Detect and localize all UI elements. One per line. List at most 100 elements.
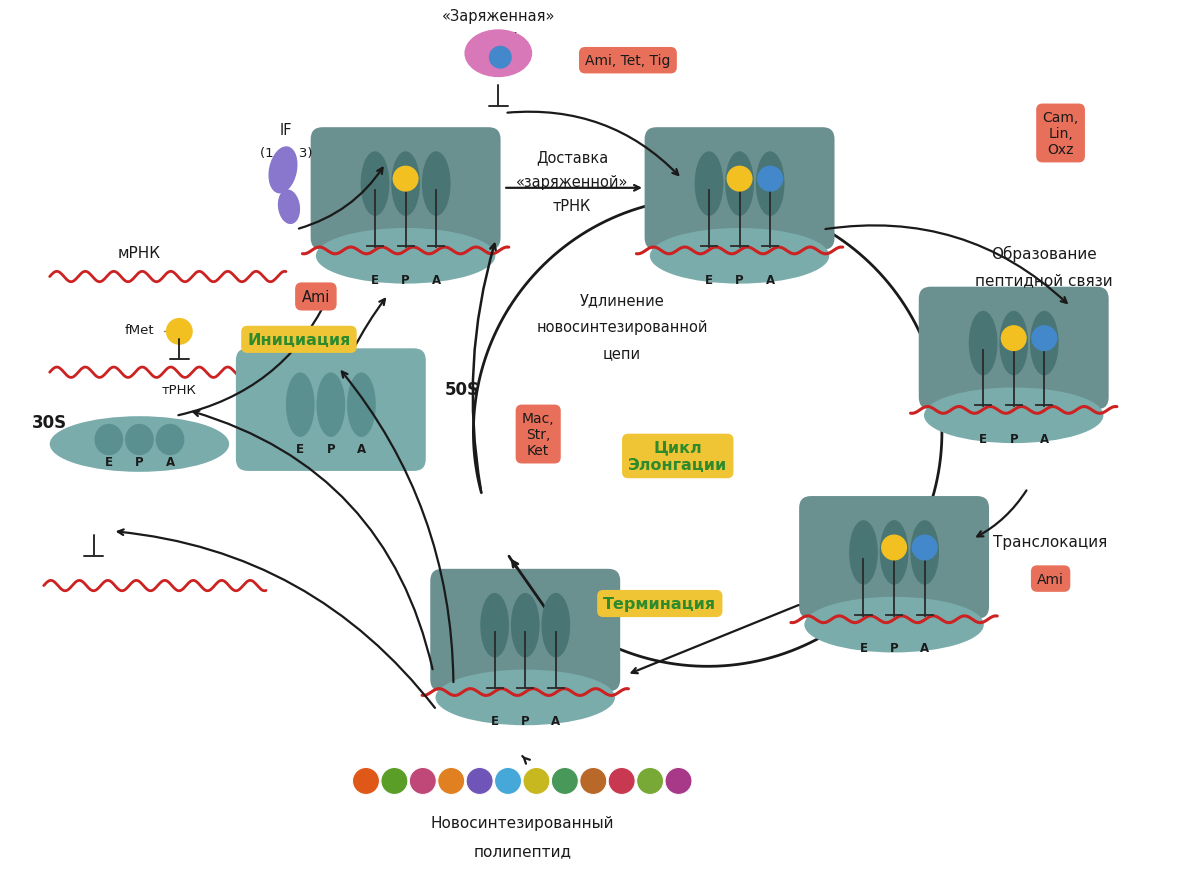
Text: P: P [736, 274, 744, 286]
Ellipse shape [511, 594, 540, 658]
Ellipse shape [880, 520, 908, 585]
Ellipse shape [391, 152, 420, 216]
Text: тРНК: тРНК [162, 384, 197, 396]
Circle shape [726, 166, 752, 192]
Ellipse shape [1030, 311, 1058, 376]
Circle shape [166, 318, 193, 345]
Ellipse shape [278, 190, 300, 224]
Text: E: E [491, 714, 499, 728]
Text: Инициация: Инициация [247, 333, 350, 348]
Circle shape [466, 768, 493, 795]
Text: A: A [551, 714, 560, 728]
Ellipse shape [95, 425, 124, 456]
Ellipse shape [541, 594, 570, 658]
Ellipse shape [156, 425, 185, 456]
Text: A: A [356, 443, 366, 455]
FancyBboxPatch shape [431, 569, 620, 692]
Text: E: E [104, 456, 113, 469]
Text: E: E [371, 274, 379, 286]
Circle shape [438, 768, 464, 795]
Ellipse shape [480, 594, 509, 658]
Text: (1, 2, 3): (1, 2, 3) [259, 148, 312, 160]
Ellipse shape [650, 229, 829, 284]
Ellipse shape [347, 373, 376, 437]
Text: E: E [296, 443, 305, 455]
Text: E: E [859, 642, 868, 654]
Text: P: P [1009, 433, 1018, 445]
FancyBboxPatch shape [919, 287, 1109, 409]
Text: «заряженной»: «заряженной» [516, 175, 629, 190]
Ellipse shape [1000, 311, 1028, 376]
Text: Mac,
Str,
Ket: Mac, Str, Ket [522, 411, 554, 458]
FancyBboxPatch shape [311, 128, 500, 250]
Ellipse shape [968, 311, 997, 376]
Text: P: P [889, 642, 899, 654]
Ellipse shape [924, 388, 1104, 443]
Text: A: A [766, 274, 775, 286]
Ellipse shape [269, 148, 298, 194]
Text: A: A [166, 456, 174, 469]
Circle shape [380, 768, 408, 795]
Ellipse shape [316, 229, 496, 284]
FancyBboxPatch shape [644, 128, 834, 250]
Circle shape [488, 46, 511, 70]
Ellipse shape [911, 520, 940, 585]
Text: Новосинтезированный: Новосинтезированный [431, 815, 614, 831]
Circle shape [392, 166, 419, 192]
Text: Ami: Ami [301, 290, 330, 305]
FancyBboxPatch shape [799, 496, 989, 619]
Text: P: P [401, 274, 410, 286]
Text: цепи: цепи [602, 345, 641, 360]
Circle shape [552, 768, 578, 795]
Circle shape [1031, 325, 1057, 351]
Text: новосинтезированной: новосинтезированной [536, 319, 708, 334]
Text: полипептид: полипептид [473, 843, 571, 858]
Text: A: A [1039, 433, 1049, 445]
Text: fMet: fMet [125, 324, 155, 336]
Text: E: E [704, 274, 713, 286]
Circle shape [523, 768, 550, 795]
Circle shape [409, 768, 437, 795]
Text: P: P [326, 443, 335, 455]
Text: Cam,
Lin,
Oxz: Cam, Lin, Oxz [1043, 111, 1079, 157]
Ellipse shape [361, 152, 389, 216]
Circle shape [881, 535, 907, 561]
Text: тРНК: тРНК [479, 31, 517, 46]
Text: Ami: Ami [1037, 572, 1064, 586]
Circle shape [580, 768, 607, 795]
Text: E: E [979, 433, 988, 445]
Ellipse shape [422, 152, 450, 216]
Ellipse shape [850, 520, 878, 585]
Circle shape [608, 768, 635, 795]
Text: A: A [920, 642, 929, 654]
Ellipse shape [725, 152, 754, 216]
Ellipse shape [125, 425, 154, 456]
Ellipse shape [49, 417, 229, 472]
Ellipse shape [464, 30, 533, 78]
Circle shape [353, 768, 379, 795]
Circle shape [665, 768, 692, 795]
Ellipse shape [804, 597, 984, 653]
Ellipse shape [695, 152, 724, 216]
Text: «Заряженная»: «Заряженная» [442, 9, 556, 24]
Text: Терминация: Терминация [604, 596, 716, 611]
Ellipse shape [286, 373, 314, 437]
Circle shape [1001, 325, 1027, 351]
Text: 30S: 30S [32, 414, 67, 432]
Text: P: P [521, 714, 529, 728]
Text: Ami, Tet, Tig: Ami, Tet, Tig [586, 55, 671, 68]
Circle shape [757, 166, 784, 192]
Text: 50S: 50S [445, 381, 480, 399]
Circle shape [494, 768, 522, 795]
Ellipse shape [317, 373, 346, 437]
Circle shape [912, 535, 937, 561]
Text: A: A [432, 274, 440, 286]
Text: мРНК: мРНК [118, 246, 161, 261]
Ellipse shape [436, 670, 614, 725]
FancyBboxPatch shape [236, 349, 426, 471]
Text: Удлинение: Удлинение [580, 292, 665, 308]
Text: Цикл
Элонгации: Цикл Элонгации [628, 440, 727, 473]
Circle shape [637, 768, 664, 795]
Text: P: P [136, 456, 144, 469]
Text: тРНК: тРНК [553, 199, 592, 214]
